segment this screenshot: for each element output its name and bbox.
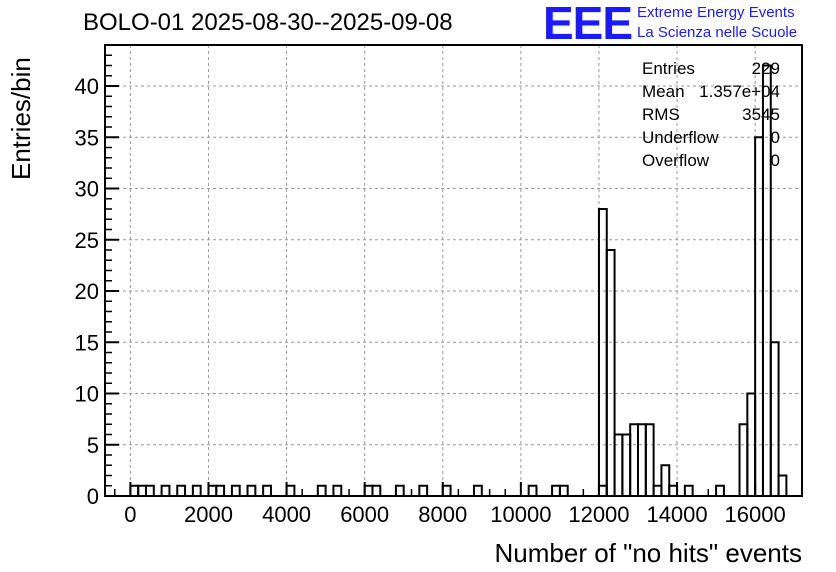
axis-ticks: [105, 54, 788, 497]
x-tick-label: 12000: [568, 502, 629, 527]
histogram-bin: [230, 484, 241, 497]
stats-row: Underflow 0: [642, 128, 780, 151]
histogram-bin: [605, 249, 616, 497]
histogram-bin: [668, 484, 679, 497]
histogram-bin: [441, 484, 452, 497]
histogram-bin: [316, 484, 327, 497]
logo-line-2: La Scienza nelle Scuole: [637, 24, 798, 41]
histogram-bin: [473, 484, 483, 497]
logo-caption: Extreme Energy Events La Scienza nelle S…: [637, 3, 797, 43]
stats-value: 0: [770, 151, 780, 170]
y-tick-label: 0: [87, 484, 99, 509]
y-tick-label: 25: [75, 228, 99, 253]
stats-value: 1.357e+04: [699, 82, 780, 101]
histogram-bin: [652, 484, 663, 497]
histogram-bin: [145, 484, 155, 497]
histogram-bin: [621, 433, 632, 497]
stats-label: Entries: [642, 59, 695, 78]
x-tick-label: 4000: [262, 502, 311, 527]
stats-label: Mean: [642, 82, 685, 101]
stats-row: Overflow 0: [642, 151, 780, 174]
stats-label: Underflow: [642, 128, 719, 147]
y-tick-label: 30: [75, 177, 99, 202]
y-tick-label: 40: [75, 74, 99, 99]
histogram-bin: [637, 423, 647, 497]
x-tick-label: 8000: [418, 502, 467, 527]
logo-line-1: Extreme Energy Events: [637, 4, 795, 21]
stats-value: 0: [770, 128, 780, 147]
y-tick-label: 10: [75, 382, 99, 407]
chart-title: BOLO-01 2025-08-30--2025-09-08: [83, 9, 453, 36]
x-tick-label: 10000: [490, 502, 551, 527]
histogram-bin: [715, 484, 725, 497]
histogram-bin: [660, 464, 671, 497]
y-tick-label: 5: [87, 433, 99, 458]
histogram-bin: [137, 484, 147, 497]
histogram-bin: [371, 484, 382, 497]
y-tick-label: 20: [75, 279, 99, 304]
stats-box: Entries 229 Mean 1.357e+04 RMS 3545 Underflow 0…: [642, 59, 780, 174]
histogram-bin: [769, 341, 780, 497]
histogram-bin: [285, 484, 296, 497]
histogram-bin: [613, 433, 624, 497]
x-tick-label: 0: [124, 502, 136, 527]
histogram-bin: [129, 484, 140, 497]
histogram-bin: [262, 484, 272, 497]
axis-tick-labels: 0 2000 4000 6000 8000 10000 12000 14000 16000051…: [75, 74, 786, 527]
histogram-bin: [160, 484, 171, 497]
histogram-bin: [738, 423, 749, 497]
histogram-bin: [551, 484, 561, 497]
histogram-bin: [629, 423, 640, 497]
stats-value: 229: [751, 59, 780, 78]
histogram-bin: [215, 484, 226, 497]
histogram-bin: [754, 136, 764, 497]
stats-row: Mean 1.357e+04: [642, 82, 780, 105]
stats-value: 3545: [742, 105, 780, 124]
histogram-bin: [558, 484, 569, 497]
x-tick-label: 16000: [725, 502, 786, 527]
histogram-bin: [597, 484, 608, 497]
x-tick-label: 2000: [184, 502, 233, 527]
histogram-bin: [394, 484, 405, 497]
stats-row: Entries 229: [642, 59, 780, 82]
grid: [105, 45, 802, 497]
histogram-bin: [246, 484, 257, 497]
histogram-bin: [777, 474, 788, 497]
histogram-bin: [363, 484, 374, 497]
histogram-bin: [527, 484, 538, 497]
stats-row: RMS 3545: [642, 105, 780, 128]
histogram-bin: [176, 484, 187, 497]
y-tick-label: 15: [75, 330, 99, 355]
histogram-bin: [207, 484, 218, 497]
x-axis-label: Number of "no hits" events: [494, 538, 803, 568]
histogram-bin: [191, 484, 202, 497]
histogram-bin: [597, 208, 608, 497]
stats-label: RMS: [642, 105, 680, 124]
x-tick-label: 14000: [646, 502, 707, 527]
eee-logo: EEE: [543, 0, 633, 49]
y-axis-label: Entries/bin: [6, 57, 36, 180]
histogram-bin: [644, 423, 655, 497]
x-tick-label: 6000: [340, 502, 389, 527]
stats-label: Overflow: [642, 151, 710, 170]
histogram-bin: [332, 484, 343, 497]
histogram-bin: [683, 484, 694, 497]
y-tick-label: 35: [75, 125, 99, 150]
histogram-bin: [418, 484, 429, 497]
